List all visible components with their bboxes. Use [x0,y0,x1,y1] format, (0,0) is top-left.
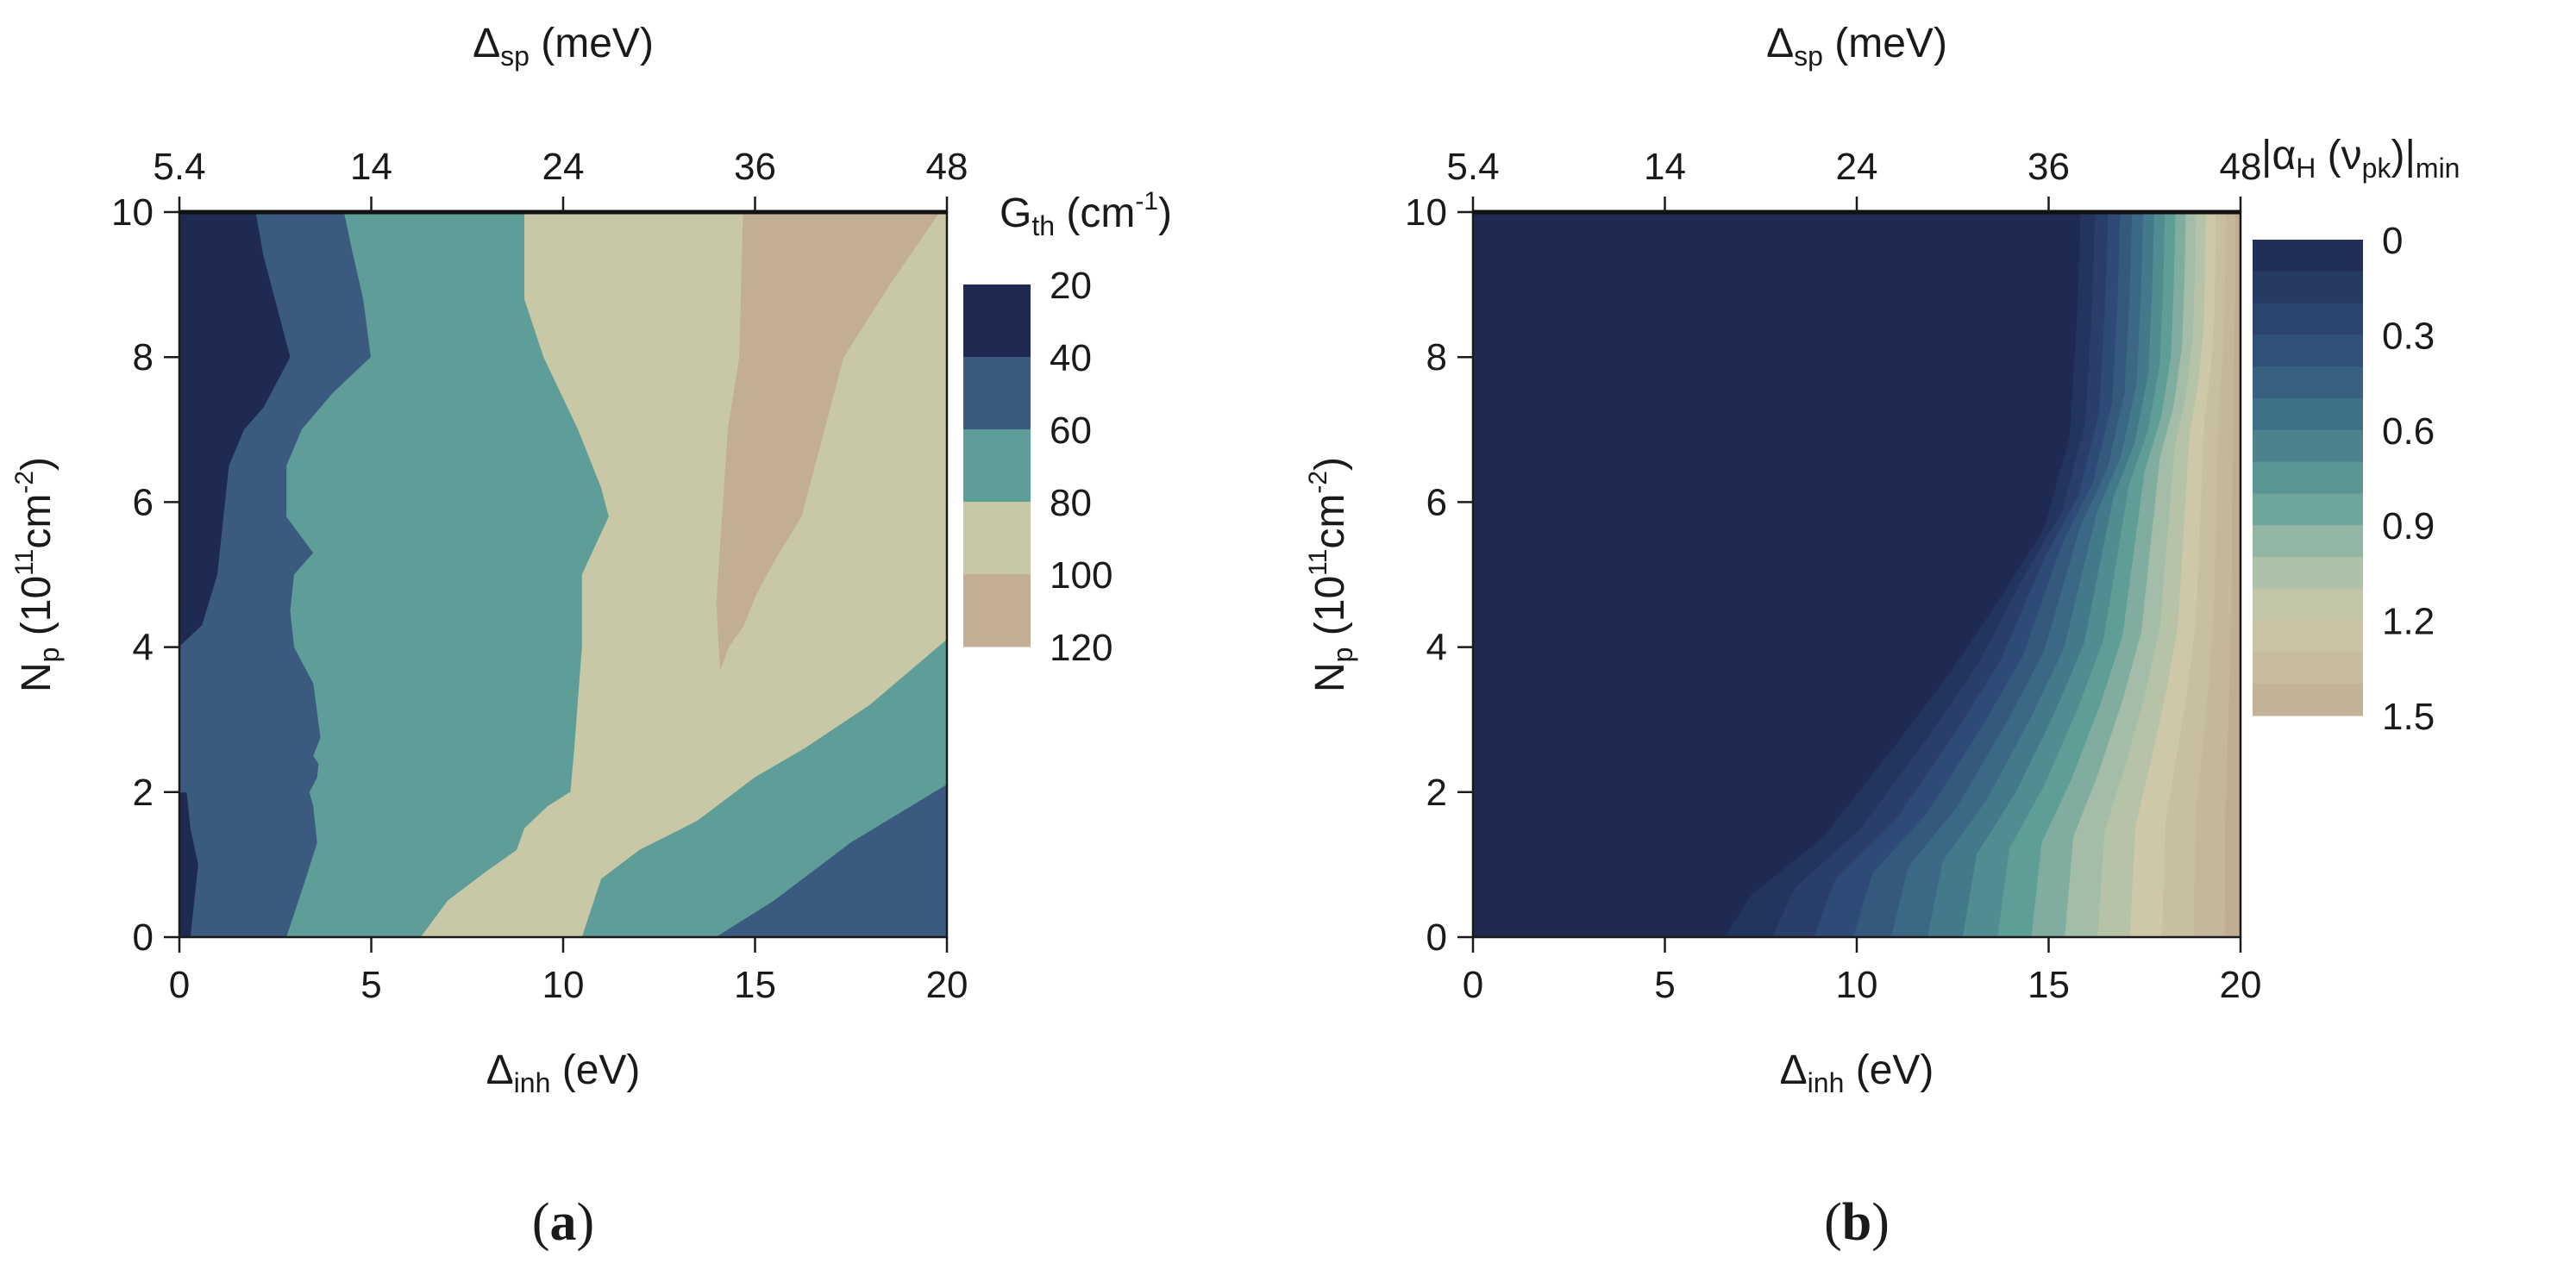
panel-a-x-tick-label: 20 [926,964,968,1006]
panel-a-x-tick-label: 10 [542,964,585,1006]
colorbar-b-segment [2253,620,2363,653]
colorbar-b-segment [2253,271,2363,304]
colorbar-b-segment [2253,240,2363,272]
panel-a-y-tick-label: 2 [133,772,154,814]
colorbar-a-segment [963,574,1031,647]
colorbar-b-tick-label: 1.2 [2382,601,2435,643]
panel-b-y-tick-label: 6 [1426,481,1447,523]
colorbar-b-tick-label: 1.5 [2382,696,2435,738]
colorbar-b-segment [2253,557,2363,590]
panel-a-x2-tick-label: 24 [542,146,585,188]
panel-b-contours [1473,212,2241,937]
colorbar-b-tick-label: 0.9 [2382,505,2435,547]
panel-a-x-tick-label: 0 [169,964,190,1006]
panel-a-contours [179,212,947,937]
panel-b-y-tick-label: 2 [1426,772,1447,814]
panel-a-y-tick-label: 0 [133,916,154,959]
colorbar-b-tick-label: 0.3 [2382,315,2435,357]
panel-b-y-axis-label: Np (1011cm-2) [1304,457,1358,692]
panel-b-x-tick-label: 0 [1463,964,1483,1006]
panel-a-x2-tick-label: 14 [350,146,392,188]
colorbar-a-segment [963,357,1031,430]
colorbar-b-segment [2253,652,2363,685]
panel-b-y-tick-label: 4 [1426,627,1447,669]
contour-level-region [2224,212,2241,937]
panel-a-x2-tick-label: 48 [926,146,968,188]
colorbar-b-segment [2253,588,2363,622]
panel-b-x2-axis-label: Δsp (meV) [1766,21,1947,72]
panel-b-y-tick-label: 10 [1405,191,1447,234]
panel-a-y-tick-label: 6 [133,481,154,523]
panel-a-y-tick-label: 8 [133,336,154,378]
panel-b-x2-tick-label: 14 [1644,146,1686,188]
panel-b-x-tick-label: 15 [2028,964,2070,1006]
panel-b-x2-tick-label: 24 [1836,146,1878,188]
colorbar-b-tick-label: 0 [2382,220,2403,262]
colorbar-a-segment [963,429,1031,503]
colorbar-b-segment [2253,335,2363,367]
colorbar-b-segment [2253,525,2363,558]
panel-a-panel-label: (a) [532,1193,594,1252]
panel-a-x-tick-label: 5 [360,964,381,1006]
panel-b-x2-tick-label: 5.4 [1446,146,1499,188]
colorbar-b-segment [2253,366,2363,399]
panel-a-x-tick-label: 15 [734,964,776,1006]
colorbar-a-tick-label: 80 [1050,482,1092,524]
colorbar-a-tick-label: 60 [1050,410,1092,452]
panel-b-x-tick-label: 5 [1654,964,1675,1006]
panel-a-y-tick-label: 4 [133,627,154,669]
panel-b-x2-tick-label: 48 [2220,146,2262,188]
panel-b-x-axis-label: Δinh (eV) [1780,1047,1934,1098]
panel-a-x2-tick-label: 36 [734,146,776,188]
panel-a-x2-tick-label: 5.4 [153,146,205,188]
colorbar-b-segment [2253,303,2363,335]
contour-region-60-80 [313,610,418,829]
colorbar-b-segment [2253,493,2363,526]
panel-a-x-axis-label: Δinh (eV) [486,1047,641,1098]
contour-region-40-60 [716,784,947,937]
colorbar-a-segment [963,502,1031,575]
panel-b-y-tick-label: 0 [1426,916,1447,959]
panel-b-y-tick-label: 8 [1426,336,1447,378]
panel-b-x-tick-label: 10 [1836,964,1878,1006]
colorbar-a-title: Gth (cm-1) [1000,187,1172,241]
panel-b-x2-tick-label: 36 [2028,146,2070,188]
panel-a-x2-axis-label: Δsp (meV) [473,21,654,72]
colorbar-b-segment [2253,461,2363,494]
colorbar-b-segment [2253,398,2363,431]
panel-b-x-tick-label: 20 [2220,964,2262,1006]
colorbar-a-tick-label: 40 [1050,337,1092,379]
colorbar-b-tick-label: 0.6 [2382,410,2435,453]
contour-region-100-120 [716,212,940,669]
panel-b-panel-label: (b) [1824,1193,1890,1252]
colorbar-b-title: |αH (νpk)|min [2261,133,2460,184]
colorbar-b-segment [2253,684,2363,716]
colorbar-a-segment [963,284,1031,358]
colorbar-b-segment [2253,429,2363,463]
colorbar-a-tick-label: 20 [1050,265,1092,307]
colorbar-a-tick-label: 100 [1050,554,1113,597]
panel-a-y-tick-label: 10 [111,191,154,234]
panel-a-y-axis-label: Np (1011cm-2) [10,457,65,692]
colorbar-a-tick-label: 120 [1050,627,1113,669]
